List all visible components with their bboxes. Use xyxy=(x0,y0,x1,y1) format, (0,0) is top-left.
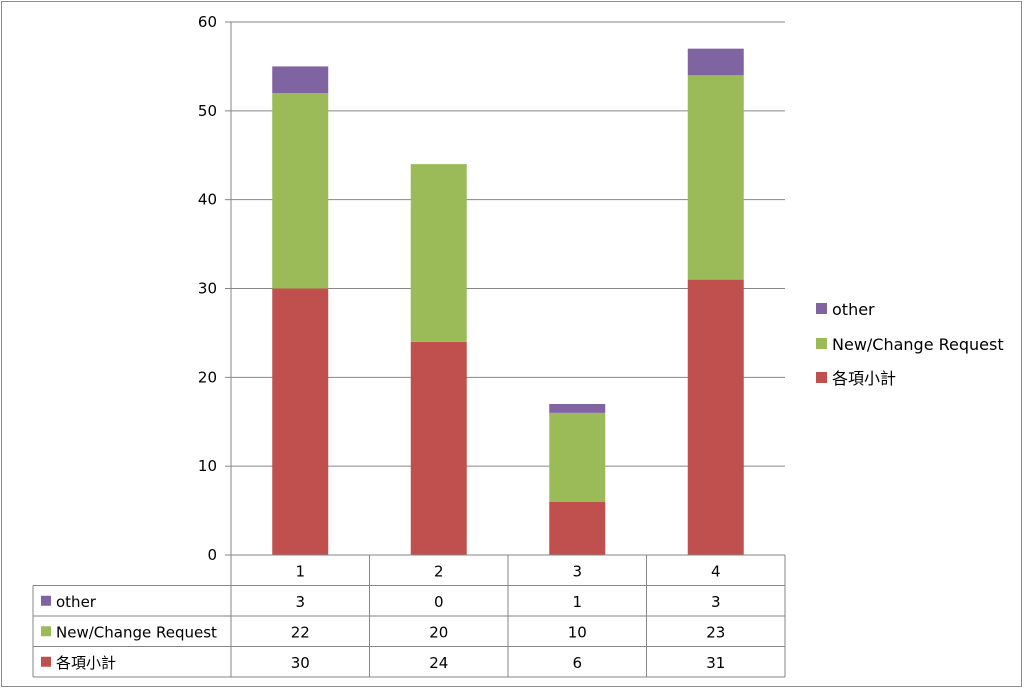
table-cell-value: 23 xyxy=(706,623,725,641)
table-legend-key xyxy=(41,656,51,667)
table-cell-value: 3 xyxy=(711,593,721,611)
table-cell-value: 3 xyxy=(295,593,305,611)
bar-segment xyxy=(410,164,467,342)
y-tick-label: 50 xyxy=(198,102,217,120)
table-cell-value: 31 xyxy=(706,654,725,672)
legend-label: New/Change Request xyxy=(832,335,1004,354)
y-tick-label: 0 xyxy=(207,546,217,564)
y-tick-label: 10 xyxy=(198,457,217,475)
bar-segment xyxy=(549,501,606,555)
bar-segment xyxy=(549,412,606,502)
table-cell-value: 20 xyxy=(429,623,448,641)
table-cell-value: 24 xyxy=(429,654,448,672)
bar-segment xyxy=(272,66,329,94)
bar-segment xyxy=(549,403,606,413)
x-tick-label: 1 xyxy=(295,562,305,580)
table-row-label: 各項小計 xyxy=(56,654,116,672)
table-cell-value: 22 xyxy=(291,623,310,641)
table-legend-key xyxy=(41,595,51,606)
y-tick-label: 60 xyxy=(198,13,217,31)
y-tick-label: 20 xyxy=(198,368,217,386)
bar-segment xyxy=(272,93,329,289)
table-cell-value: 0 xyxy=(434,593,444,611)
table-legend-key xyxy=(41,626,51,637)
bar-segment xyxy=(687,48,744,76)
legend-label: 各項小計 xyxy=(832,369,896,388)
y-tick-label: 30 xyxy=(198,280,217,298)
y-tick-label: 40 xyxy=(198,191,217,209)
legend-key xyxy=(816,338,827,349)
table-row-label: other xyxy=(56,593,97,611)
legend-label: other xyxy=(832,300,875,319)
x-tick-label: 3 xyxy=(572,562,582,580)
table-cell-value: 30 xyxy=(291,654,310,672)
legend-key xyxy=(816,372,827,383)
table-cell-value: 1 xyxy=(572,593,582,611)
table-cell-value: 10 xyxy=(568,623,587,641)
table-row-label: New/Change Request xyxy=(56,623,217,641)
bar-segment xyxy=(410,341,467,555)
legend-key xyxy=(816,303,827,314)
bar-segment xyxy=(687,75,744,280)
table-cell-value: 6 xyxy=(572,654,582,672)
x-tick-label: 4 xyxy=(711,562,721,580)
bar-segment xyxy=(687,279,744,555)
x-tick-label: 2 xyxy=(434,562,444,580)
bar-segment xyxy=(272,288,329,555)
